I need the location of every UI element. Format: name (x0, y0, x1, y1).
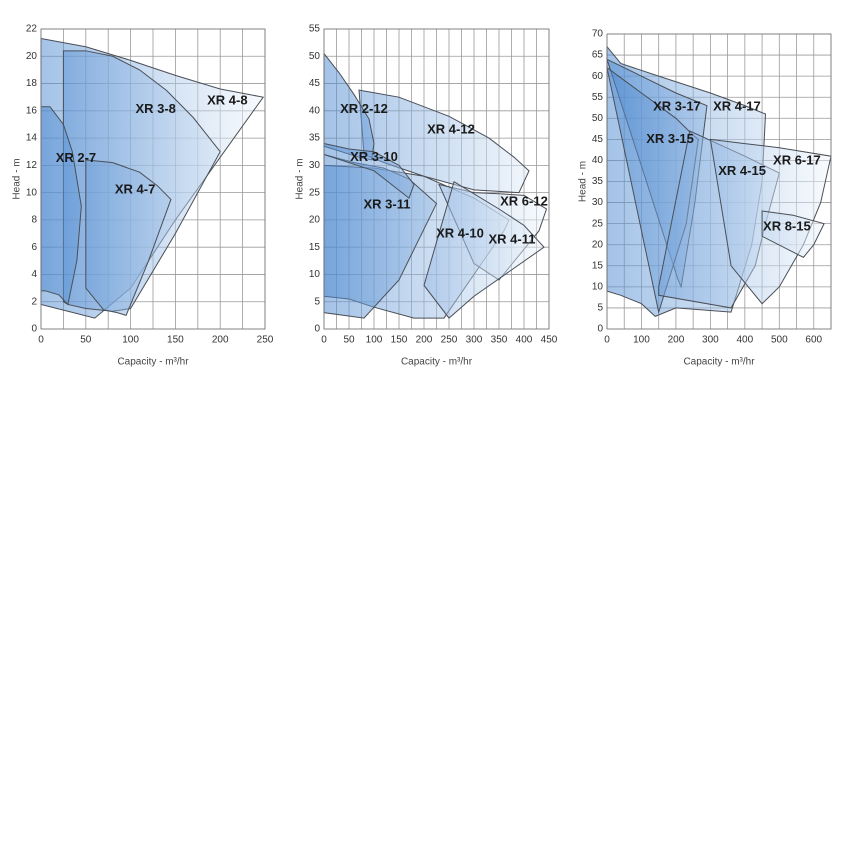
y-tick-label: 14 (26, 133, 38, 144)
y-tick-label: 65 (592, 50, 604, 61)
x-tick-label: 50 (343, 335, 355, 346)
y-tick-label: 25 (592, 218, 604, 229)
region-label: XR 6-17 (773, 152, 821, 167)
region-label: XR 2-12 (340, 101, 388, 116)
y-tick-label: 10 (26, 187, 38, 198)
y-tick-label: 20 (309, 215, 321, 226)
y-tick-label: 10 (592, 281, 604, 292)
y-tick-label: 40 (309, 105, 321, 116)
x-tick-label: 0 (604, 335, 610, 346)
region-label: XR 4-12 (427, 121, 475, 136)
y-tick-label: 50 (592, 113, 604, 124)
plot-border (606, 33, 832, 330)
y-tick-label: 15 (309, 242, 321, 253)
region (761, 210, 825, 258)
region-label: XR 4-8 (207, 93, 247, 108)
y-tick-label: 20 (592, 239, 604, 250)
region-label: XR 4-10 (436, 226, 484, 241)
y-tick-label: 22 (26, 24, 38, 35)
x-tick-label: 200 (668, 335, 685, 346)
x-axis-title: Capacity - m³/hr (117, 357, 189, 368)
x-tick-label: 450 (541, 335, 558, 346)
y-tick-label: 55 (592, 92, 604, 103)
region (85, 159, 172, 316)
y-tick-label: 5 (597, 303, 603, 314)
x-tick-label: 100 (122, 335, 139, 346)
region-label: XR 6-12 (500, 193, 548, 208)
region (323, 142, 415, 199)
region (40, 106, 82, 306)
region-label: XR 3-10 (350, 149, 398, 164)
x-tick-label: 0 (321, 335, 327, 346)
y-tick-label: 70 (592, 29, 604, 40)
y-tick-label: 10 (309, 269, 321, 280)
y-tick-label: 50 (309, 51, 321, 62)
y-axis-title: Head - m (12, 158, 23, 199)
region-label: XR 3-11 (364, 197, 411, 212)
x-tick-label: 200 (416, 335, 433, 346)
y-tick-label: 35 (592, 176, 604, 187)
x-tick-label: 100 (366, 335, 383, 346)
x-tick-label: 350 (491, 335, 508, 346)
y-tick-label: 4 (31, 269, 37, 280)
y-tick-label: 16 (26, 105, 38, 116)
y-tick-label: 12 (26, 160, 38, 171)
x-tick-label: 200 (212, 335, 229, 346)
y-tick-label: 0 (314, 324, 320, 335)
x-tick-label: 400 (737, 335, 754, 346)
region-label: XR 4-17 (713, 98, 761, 113)
region-label: XR 3-15 (646, 131, 694, 146)
region (423, 180, 545, 319)
x-tick-label: 150 (167, 335, 184, 346)
y-tick-label: 55 (309, 24, 321, 35)
y-tick-label: 35 (309, 133, 321, 144)
region-label: XR 8-15 (763, 218, 811, 233)
region-label: XR 4-15 (718, 163, 766, 178)
y-tick-label: 30 (592, 197, 604, 208)
x-axis-title: Capacity - m³/hr (683, 357, 755, 368)
region-label: XR 2-7 (56, 150, 96, 165)
y-tick-label: 20 (26, 51, 38, 62)
y-tick-label: 40 (592, 155, 604, 166)
y-tick-label: 0 (31, 324, 37, 335)
x-tick-label: 300 (702, 335, 719, 346)
y-tick-label: 6 (31, 242, 37, 253)
y-tick-label: 45 (592, 134, 604, 145)
x-tick-label: 150 (391, 335, 408, 346)
region-label: XR 3-8 (135, 101, 175, 116)
y-tick-label: 30 (309, 160, 321, 171)
region-label: XR 4-11 (489, 232, 536, 247)
x-tick-label: 400 (516, 335, 533, 346)
y-tick-label: 5 (314, 296, 320, 307)
x-tick-label: 500 (771, 335, 788, 346)
x-tick-label: 50 (80, 335, 92, 346)
y-tick-label: 25 (309, 187, 321, 198)
chart: XR 4-8 XR 3-8 XR 4-7 XR 2-7 0 50 100 150 200 250 0… (12, 24, 274, 368)
plot-border (40, 28, 266, 330)
y-axis-title: Head - m (295, 158, 306, 199)
region-label: XR 3-17 (653, 98, 701, 113)
region-label: XR 4-7 (115, 181, 155, 196)
chart: XR 4-17 XR 3-17 XR 3-15 XR 4-15 XR 6-17 XR 8-… (578, 29, 832, 368)
y-tick-label: 60 (592, 71, 604, 82)
y-axis-title: Head - m (578, 161, 589, 202)
x-tick-label: 600 (805, 335, 822, 346)
y-tick-label: 0 (597, 324, 603, 335)
chart: XR 4-12 XR 2-12 XR 4-10 XR 3-11 XR 3-10 XR 6-… (295, 24, 558, 368)
x-tick-label: 250 (257, 335, 274, 346)
y-tick-label: 18 (26, 78, 38, 89)
y-tick-label: 15 (592, 260, 604, 271)
x-tick-label: 250 (441, 335, 458, 346)
x-tick-label: 100 (633, 335, 650, 346)
x-axis-title: Capacity - m³/hr (401, 357, 473, 368)
y-tick-label: 45 (309, 78, 321, 89)
x-tick-label: 0 (38, 335, 44, 346)
plot-border (323, 28, 550, 330)
y-tick-label: 2 (31, 296, 37, 307)
y-tick-label: 8 (31, 215, 37, 226)
x-tick-label: 300 (466, 335, 483, 346)
